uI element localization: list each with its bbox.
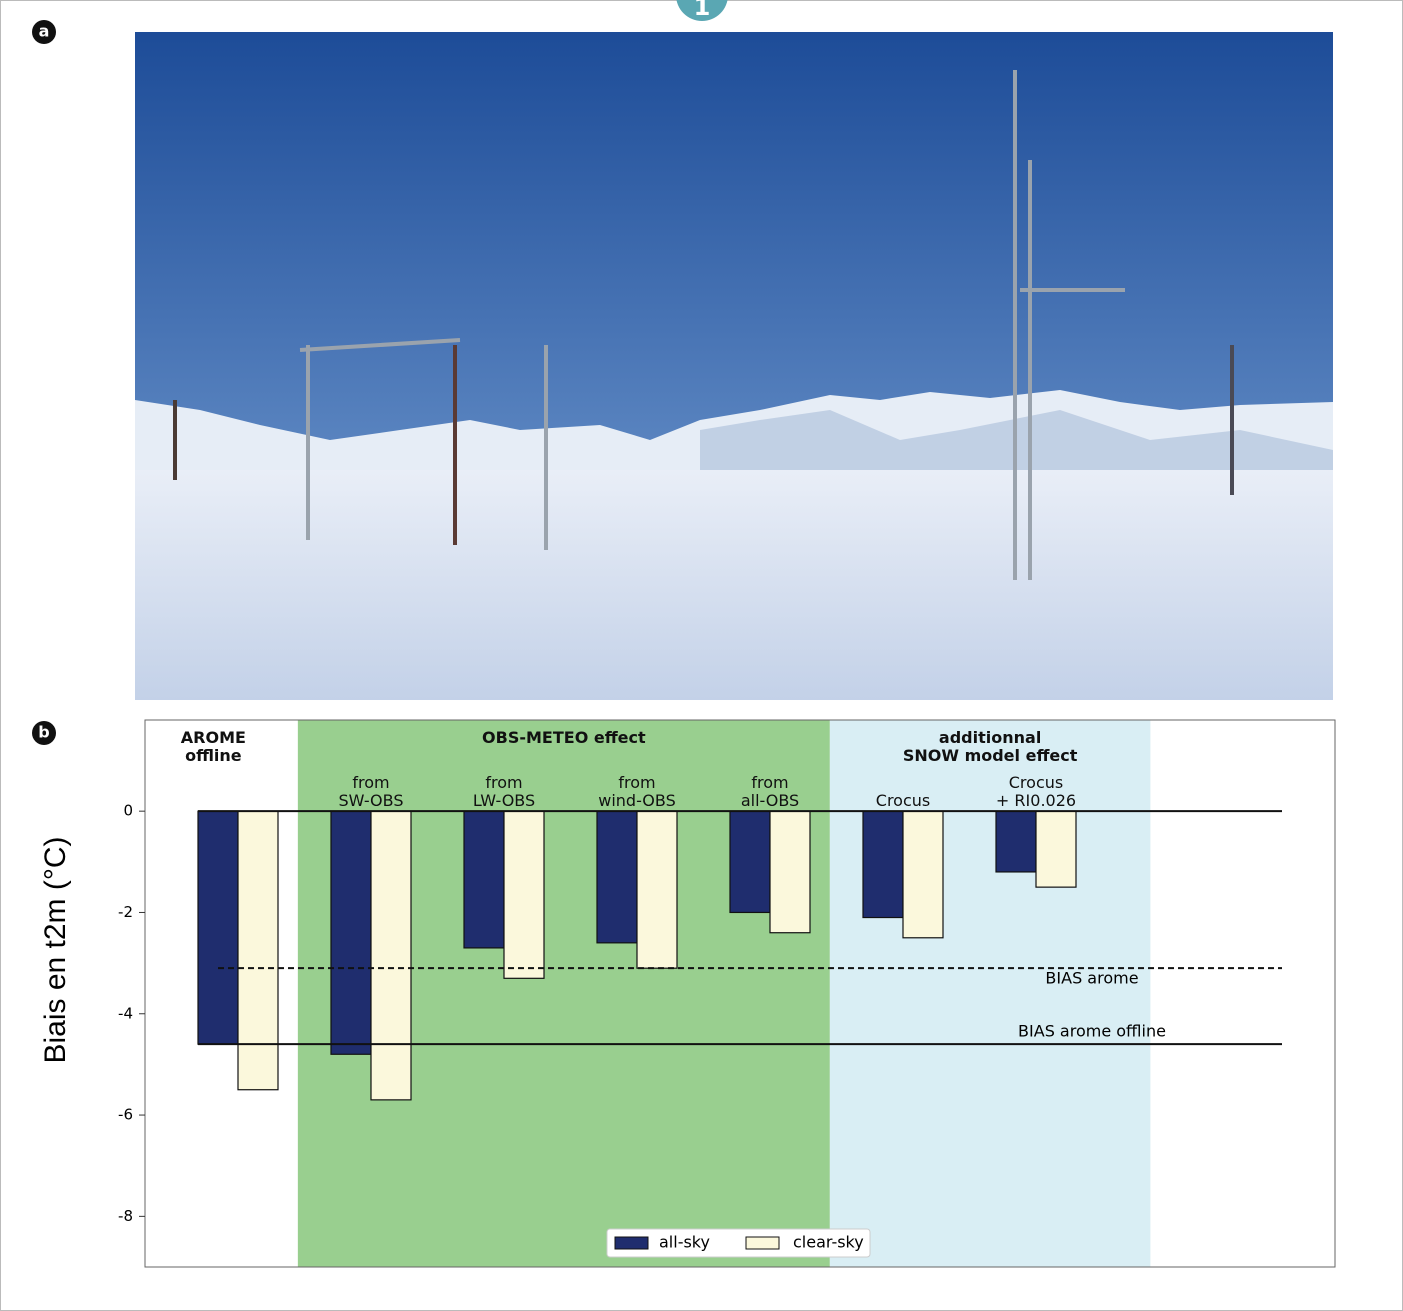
- panel-label: a: [39, 22, 50, 41]
- x-category-label: Crocus: [875, 791, 931, 810]
- legend-swatch: [745, 1236, 780, 1250]
- x-category-label: from wind-OBS: [598, 773, 676, 810]
- plot: 0 -2 -4 -6 -8 BIAS arome BIAS arome offline all…: [118, 719, 1336, 1268]
- legend-box: [606, 1228, 871, 1258]
- bar: [463, 810, 505, 949]
- photo-masts: [173, 70, 1234, 580]
- photo: [135, 32, 1333, 700]
- panel-label-circle: [32, 721, 56, 745]
- badge: 1: [694, 0, 711, 21]
- x-category-label: from LW-OBS: [472, 773, 536, 810]
- panel-label: b: [38, 723, 49, 742]
- badge-circle: [676, 0, 728, 21]
- reference-line-label: BIAS arome: [1045, 969, 1138, 988]
- panel-label-circle: [32, 20, 56, 44]
- legend-label: all-sky: [659, 1233, 710, 1252]
- bar: [197, 810, 239, 1045]
- bar: [902, 810, 944, 939]
- y-axis-label: Biais en t2m (°C): [39, 836, 72, 1063]
- bar: [636, 810, 678, 969]
- bar: [596, 810, 638, 944]
- y-tick-label: -4: [118, 1004, 133, 1022]
- photo-snow: [135, 470, 1333, 700]
- bar: [237, 810, 279, 1091]
- bar: [370, 810, 412, 1101]
- legend-swatch: [614, 1236, 649, 1250]
- reference-line-label: BIAS arome offline: [1018, 1022, 1166, 1041]
- y-tick-label: 0: [123, 802, 133, 820]
- bar: [503, 810, 545, 979]
- y-tick-label: -8: [118, 1207, 133, 1225]
- plot-frame: [144, 719, 1336, 1268]
- x-category-label: from SW-OBS: [338, 773, 404, 810]
- region-label: AROME offline: [180, 728, 246, 765]
- x-category-label: from all-OBS: [740, 773, 800, 810]
- x-category-label: Crocus + RI0.026: [995, 773, 1077, 810]
- legend-label: clear-sky: [793, 1233, 864, 1252]
- y-tick-label: -2: [118, 903, 133, 921]
- region-label: OBS-METEO effect: [482, 728, 646, 747]
- bar: [729, 810, 771, 914]
- bar: [1035, 810, 1077, 888]
- bar: [995, 810, 1037, 873]
- region-label: additionnal SNOW model effect: [902, 728, 1078, 765]
- bar: [330, 810, 372, 1055]
- bar: [769, 810, 811, 934]
- y-tick-label: -6: [118, 1106, 133, 1124]
- bar: [862, 810, 904, 919]
